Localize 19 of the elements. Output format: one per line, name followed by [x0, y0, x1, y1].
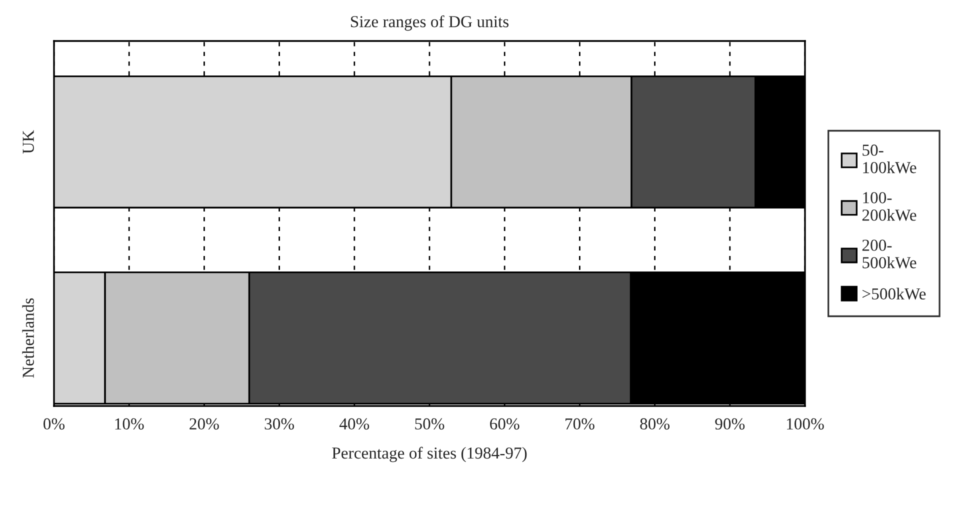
x-tick-label: 60% [490, 418, 520, 430]
x-tick-label: 100% [787, 418, 824, 430]
x-tick-label: 80% [640, 418, 670, 430]
legend-label: 200-500kWe [862, 240, 916, 268]
x-tick-label: 40% [339, 418, 370, 430]
x-tick-label: 0% [44, 418, 65, 430]
x-tick-label: 70% [566, 418, 594, 430]
x-tick-label: 50% [415, 418, 444, 430]
x-tick-label: 20% [190, 418, 219, 430]
y-tick-label: Netherlands [22, 298, 34, 378]
legend-label: >500kWe [862, 288, 926, 300]
x-tick-label: 30% [264, 418, 294, 430]
legend-label: 50-100kWe [862, 144, 916, 174]
x-tick-label: 90% [715, 418, 745, 430]
x-axis-title: Percentage of sites (1984-97) [332, 446, 527, 462]
legend-label: 100-200kWe [862, 192, 916, 221]
chart-title: Size ranges of DG units [351, 15, 509, 31]
y-tick-label: UK [22, 130, 34, 154]
x-tick-label: 10% [115, 418, 144, 430]
